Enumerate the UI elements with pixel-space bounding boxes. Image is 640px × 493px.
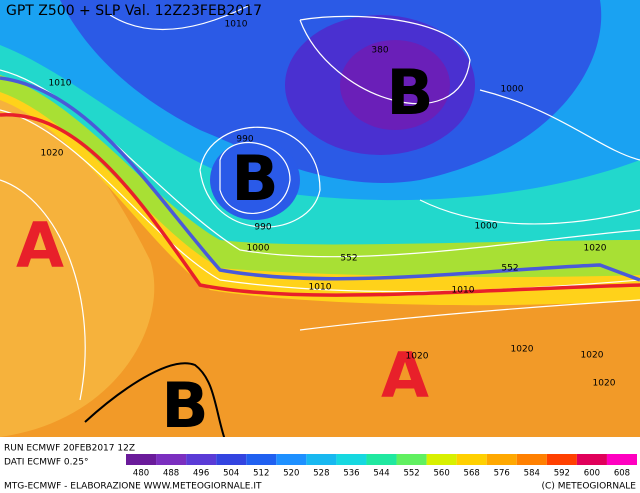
center-letter: B <box>161 369 208 442</box>
center-letter: A <box>381 339 429 412</box>
colorbar-label: 520 <box>283 469 299 479</box>
colorbar-swatch <box>276 454 307 465</box>
contour-label: 380 <box>371 46 388 56</box>
pressure-centers: A B B A B <box>16 56 434 442</box>
contour-label: 1000 <box>247 244 270 254</box>
red-line <box>0 113 640 297</box>
colorbar-label: 592 <box>554 469 570 479</box>
colorbar-swatch <box>516 454 547 465</box>
colorbar-swatch <box>246 454 277 465</box>
colorbar-swatch <box>426 454 457 465</box>
colorbar-swatch <box>306 454 337 465</box>
footer-left: MTG-ECMWF - ELABORAZIONE WWW.METEOGIORNA… <box>4 482 262 492</box>
contour-labels: 1010 380 1000 1010 1020 990 990 1000 1000 552 1010… <box>41 20 616 389</box>
colorbar-swatch <box>486 454 517 465</box>
contour-label: 1010 <box>225 20 248 30</box>
center-letter: B <box>386 56 433 129</box>
colorbar-label: 544 <box>373 469 389 479</box>
colorbar-label: 608 <box>614 469 630 479</box>
colorbar: 480 488 496 504 512 520 528 536 544 552 560 568 576 5… <box>126 454 637 479</box>
contour-label: 1020 <box>584 244 607 254</box>
contour-label: 552 <box>501 264 518 274</box>
center-letter: B <box>231 142 278 215</box>
contour-label: 552 <box>340 254 357 264</box>
contour-label: 1000 <box>501 85 524 95</box>
colorbar-swatch <box>126 454 157 465</box>
colorbar-label: 480 <box>133 469 149 479</box>
blue-line <box>0 76 640 282</box>
colorbar-label: 576 <box>494 469 510 479</box>
center-letter: A <box>16 209 64 282</box>
contour-label: 1020 <box>511 345 534 355</box>
contour-label: 990 <box>236 135 253 145</box>
colorbar-label: 536 <box>343 469 359 479</box>
contour-label: 1000 <box>475 222 498 232</box>
map-fields <box>0 0 640 437</box>
trough-line <box>84 362 226 441</box>
colorbar-label: 512 <box>253 469 269 479</box>
colorbar-label: 600 <box>584 469 600 479</box>
contour-label: 1020 <box>406 352 429 362</box>
colorbar-swatch <box>456 454 487 465</box>
map-title: GPT Z500 + SLP Val. 12Z23FEB2017 <box>6 3 262 19</box>
colorbar-label: 528 <box>313 469 329 479</box>
colorbar-swatch <box>396 454 427 465</box>
contour-label: 1020 <box>41 149 64 159</box>
source-info: DATI ECMWF 0.25° <box>4 458 88 468</box>
contour-label: 990 <box>254 223 271 233</box>
colorbar-label: 568 <box>464 469 480 479</box>
colorbar-label: 552 <box>403 469 419 479</box>
colorbar-label: 488 <box>163 469 179 479</box>
colorbar-swatch <box>606 454 637 465</box>
colorbar-label: 584 <box>524 469 540 479</box>
colorbar-swatch <box>216 454 247 465</box>
contour-label: 1020 <box>581 351 604 361</box>
contour-label: 1020 <box>593 379 616 389</box>
colorbar-swatch <box>576 454 607 465</box>
colorbar-swatch <box>186 454 217 465</box>
colorbar-swatch <box>156 454 187 465</box>
footer-right: (C) METEOGIORNALE <box>542 482 637 492</box>
colorbar-swatch <box>366 454 397 465</box>
contour-label: 1010 <box>309 283 332 293</box>
colorbar-label: 560 <box>434 469 450 479</box>
contour-label: 1010 <box>452 286 475 296</box>
colorbar-swatch <box>336 454 367 465</box>
run-info: RUN ECMWF 20FEB2017 12Z <box>4 444 135 454</box>
colorbar-label: 504 <box>223 469 239 479</box>
contour-label: 1010 <box>49 79 72 89</box>
colorbar-label: 496 <box>193 469 209 479</box>
colorbar-swatch <box>546 454 577 465</box>
